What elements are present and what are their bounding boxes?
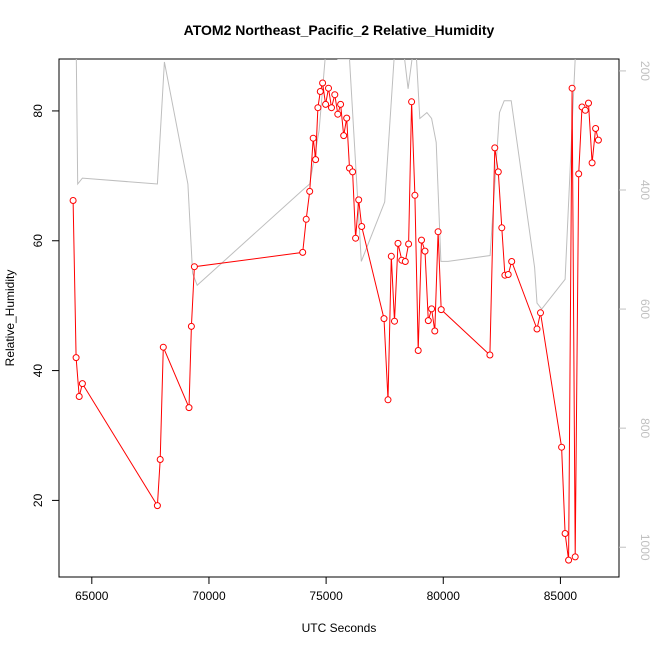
humidity-point (343, 114, 351, 122)
y-tick-label: 20 (31, 493, 45, 507)
humidity-point (352, 234, 360, 242)
humidity-point (316, 88, 324, 95)
humidity-point (411, 191, 419, 199)
humidity-point (437, 306, 445, 314)
humidity-point (187, 322, 195, 330)
humidity-point (306, 187, 314, 195)
humidity-point (299, 248, 307, 256)
humidity-point (387, 252, 395, 260)
humidity-point (588, 159, 596, 167)
humidity-point (190, 263, 198, 271)
humidity-point (319, 79, 327, 87)
humidity-point (156, 456, 164, 463)
humidity-point (391, 317, 398, 325)
plot-frame (58, 58, 620, 578)
y2-tick-label: 800 (638, 418, 650, 438)
humidity-point (408, 98, 416, 106)
y-tick-label: 40 (31, 364, 45, 378)
y2-tick-label: 600 (638, 299, 650, 319)
humidity-line (72, 82, 599, 561)
humidity-point (349, 168, 357, 176)
humidity-point (401, 258, 409, 265)
y2-tick-label: 200 (638, 61, 650, 81)
humidity-point (486, 351, 494, 359)
x-axis-label: UTC Seconds (302, 621, 377, 635)
humidity-point (358, 223, 366, 230)
x-tick-label: 70000 (192, 589, 226, 603)
humidity-point (314, 104, 322, 112)
y-axis: 20 40 60 80 (31, 104, 59, 507)
humidity-point (328, 104, 335, 112)
x-tick-label: 65000 (75, 589, 109, 603)
y2-axis: 200 400 600 800 1000 (619, 61, 650, 561)
humidity-point (537, 309, 544, 317)
humidity-point (571, 553, 579, 561)
humidity-point (434, 228, 442, 236)
humidity-point (380, 315, 388, 323)
relative-humidity-series (69, 79, 602, 564)
humidity-point (394, 239, 402, 247)
humidity-point (69, 197, 77, 204)
x-tick-label: 75000 (309, 589, 343, 603)
humidity-point (494, 168, 502, 176)
humidity-point (418, 236, 425, 244)
humidity-point (355, 196, 363, 204)
humidity-point (498, 224, 506, 232)
humidity-point (491, 144, 499, 152)
humidity-point (322, 100, 330, 108)
humidity-point (565, 556, 573, 564)
x-tick-label: 85000 (544, 589, 578, 603)
humidity-point (302, 215, 310, 223)
humidity-point (533, 325, 541, 333)
humidity-point (421, 247, 429, 255)
humidity-point (75, 393, 83, 400)
humidity-point (558, 443, 566, 451)
humidity-point (575, 170, 583, 178)
y-tick-label: 60 (31, 234, 45, 248)
humidity-point (72, 354, 80, 362)
humidity-point (594, 136, 602, 144)
humidity-point (585, 99, 592, 107)
humidity-point (78, 380, 86, 388)
humidity-point (309, 134, 317, 142)
humidity-point (153, 502, 161, 510)
y2-tick-label: 400 (638, 180, 650, 200)
humidity-point (592, 125, 600, 132)
humidity-point (504, 271, 512, 278)
x-axis: 65000 70000 75000 80000 85000 (75, 577, 577, 603)
humidity-point (508, 258, 516, 265)
humidity-point (561, 530, 569, 537)
humidity-point (414, 347, 422, 354)
humidity-point (185, 404, 193, 412)
pressure-line (75, 59, 576, 310)
humidity-point (428, 305, 436, 313)
humidity-point (568, 84, 576, 92)
humidity-point (312, 156, 320, 164)
chart-title: ATOM2 Northeast_Pacific_2 Relative_Humid… (184, 22, 495, 38)
humidity-point (325, 84, 332, 92)
y-axis-label: Relative_Humidity (3, 270, 17, 367)
humidity-point (334, 110, 342, 118)
x-tick-label: 80000 (427, 589, 461, 603)
humidity-point (340, 132, 348, 140)
humidity-point (405, 240, 413, 248)
humidity-point (431, 327, 439, 335)
humidity-point (581, 106, 589, 114)
humidity-point (337, 100, 345, 108)
humidity-point (384, 396, 392, 404)
humidity-point (159, 343, 167, 351)
pressure-series (75, 59, 576, 310)
y2-tick-label: 1000 (638, 534, 650, 561)
humidity-point (331, 91, 339, 99)
humidity-point (424, 317, 432, 325)
y-tick-label: 80 (31, 104, 45, 118)
